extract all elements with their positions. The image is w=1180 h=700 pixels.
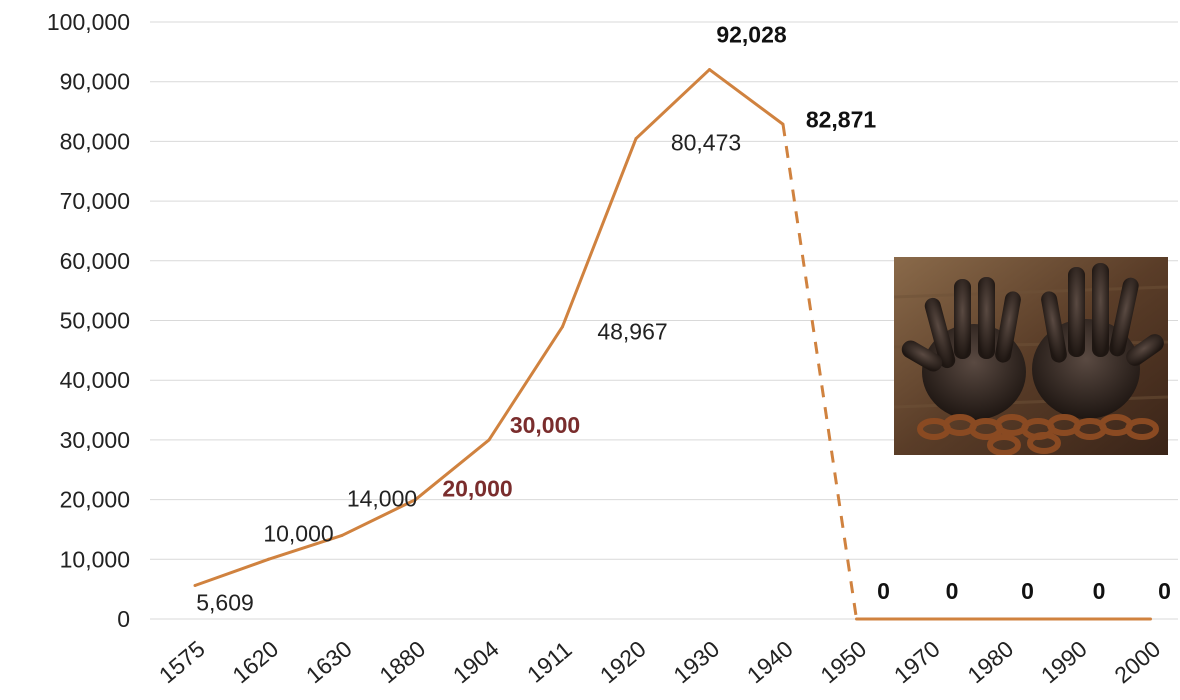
x-tick-label: 2000: [1109, 635, 1165, 688]
y-tick-label: 40,000: [60, 367, 130, 393]
data-label: 5,609: [196, 590, 254, 616]
data-point: [267, 557, 270, 561]
data-point: [340, 533, 344, 537]
x-tick-label: 1940: [742, 635, 798, 688]
x-tick-label: 1930: [668, 635, 724, 688]
y-tick-label: 80,000: [60, 128, 130, 154]
data-label: 0: [946, 578, 959, 604]
data-label: 48,967: [597, 319, 667, 345]
y-tick-label: 50,000: [60, 308, 130, 334]
y-tick-label: 60,000: [60, 248, 130, 274]
data-point: [1075, 617, 1079, 621]
data-point: [855, 617, 858, 621]
data-label: 0: [1158, 578, 1171, 604]
x-tick-label: 1911: [522, 636, 577, 688]
data-point: [414, 498, 417, 502]
x-tick-label: 1620: [227, 635, 283, 688]
y-tick-label: 100,000: [47, 9, 130, 35]
chained-hands-photo: [894, 257, 1168, 455]
data-point: [634, 137, 638, 141]
x-tick-label: 1920: [595, 635, 651, 688]
data-point: [1149, 617, 1152, 621]
x-tick-label: 1950: [815, 635, 871, 688]
x-tick-label: 1575: [154, 635, 210, 688]
y-tick-label: 10,000: [60, 546, 130, 572]
data-label: 0: [1021, 578, 1034, 604]
y-tick-label: 90,000: [60, 69, 130, 95]
x-tick-label: 1880: [374, 635, 430, 688]
data-point: [708, 68, 711, 72]
data-label: 20,000: [442, 476, 512, 502]
data-point: [781, 122, 785, 126]
data-point: [1002, 617, 1005, 621]
data-label: 92,028: [716, 22, 787, 48]
x-tick-label: 1970: [889, 635, 945, 688]
data-label: 0: [1093, 578, 1106, 604]
y-tick-label: 30,000: [60, 427, 130, 453]
x-tick-label: 1904: [448, 635, 504, 688]
data-label: 80,473: [671, 130, 741, 156]
x-tick-label: 1980: [962, 635, 1018, 688]
data-point: [561, 325, 564, 329]
data-label: 30,000: [510, 412, 580, 438]
x-tick-label: 1990: [1036, 635, 1092, 688]
series-line-dashed: [781, 124, 858, 620]
y-tick-label: 70,000: [60, 188, 130, 214]
data-label: 14,000: [347, 485, 417, 511]
y-tick-label: 20,000: [60, 487, 130, 513]
y-tick-label: 0: [117, 606, 130, 632]
data-point: [928, 617, 932, 621]
data-label: 0: [877, 578, 890, 604]
data-label: 82,871: [806, 106, 877, 132]
data-point: [487, 438, 491, 442]
x-tick-label: 1630: [301, 635, 357, 688]
data-point: [193, 584, 197, 588]
data-label: 10,000: [263, 520, 333, 546]
